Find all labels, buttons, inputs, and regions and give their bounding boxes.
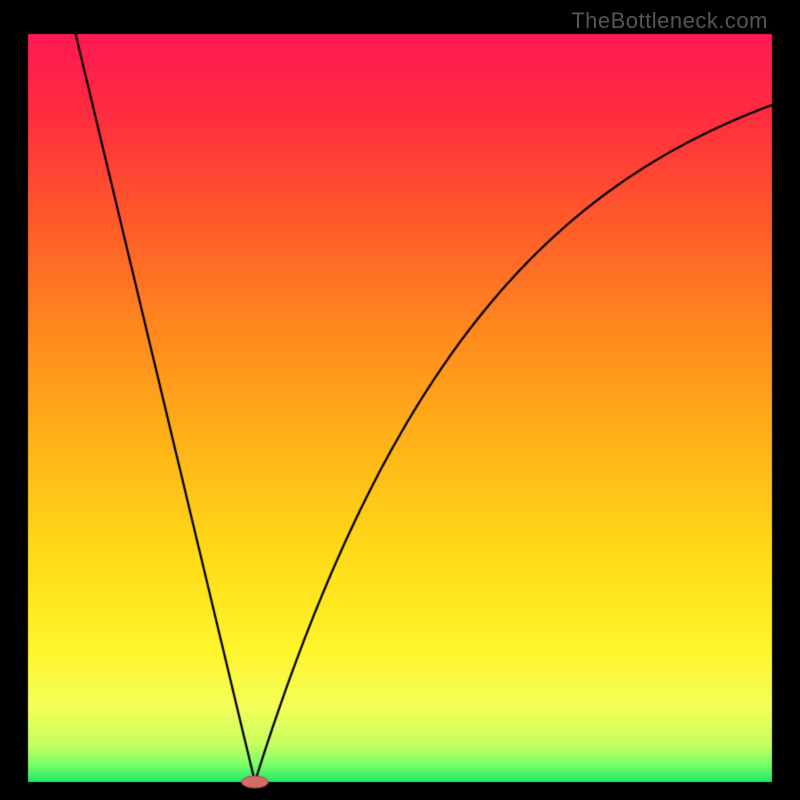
chart-container: TheBottleneck.com	[0, 0, 800, 800]
watermark-text: TheBottleneck.com	[571, 8, 768, 34]
bottleneck-chart	[0, 0, 800, 800]
